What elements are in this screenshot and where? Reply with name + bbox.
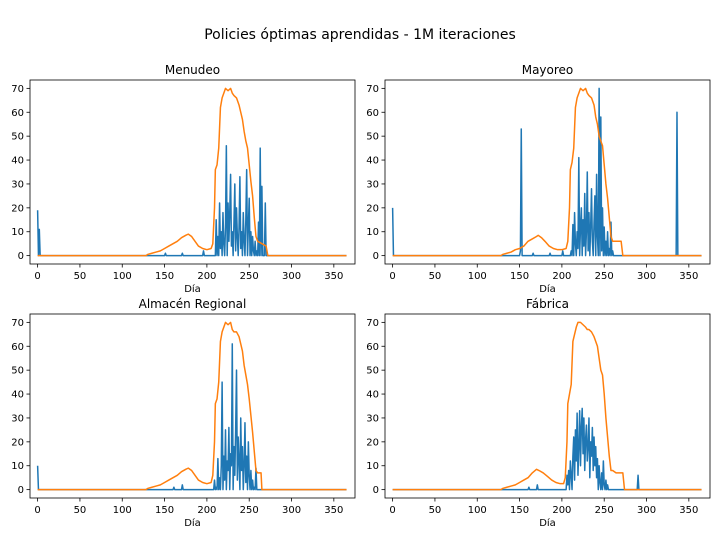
- y-tick-label: 40: [11, 156, 24, 167]
- y-tick-label: 50: [11, 132, 24, 143]
- y-tick-label: 70: [11, 318, 24, 329]
- x-axis-label: Día: [539, 517, 556, 529]
- x-tick-label: 150: [510, 271, 529, 282]
- axes-frame: [384, 313, 711, 499]
- y-tick-label: 70: [11, 84, 24, 95]
- x-tick-label: 350: [679, 271, 698, 282]
- subplot-mayoreo: Mayoreo 0 50 100 150 200 250 300 350 0 10 20 30 40 50 6…: [366, 63, 711, 295]
- y-tick-label: 0: [373, 251, 379, 262]
- y-tick-label: 70: [366, 84, 379, 95]
- x-tick-label: 200: [552, 271, 571, 282]
- x-tick-label: 200: [197, 271, 216, 282]
- y-tick-label: 20: [366, 203, 379, 214]
- series-line-blue: [391, 87, 702, 257]
- x-tick-label: 0: [389, 271, 395, 282]
- series-line-orange: [392, 321, 702, 491]
- y-tick-label: 10: [11, 461, 24, 472]
- subplot-title: Fábrica: [526, 297, 569, 311]
- x-tick-label: 50: [429, 271, 442, 282]
- series-line-blue: [36, 144, 347, 257]
- y-tick-label: 50: [11, 366, 24, 377]
- subplot-almacen-regional: Almacén Regional 0 50 100 150 200 250 300 350 0 10…: [11, 297, 356, 529]
- series-line-orange: [37, 87, 347, 257]
- x-axis-label: Día: [539, 283, 556, 295]
- y-tick-label: 40: [366, 390, 379, 401]
- subplot-menudeo: Menudeo 0 50 100 150 200 250 300 350 0 10 20 30 40 50 6…: [11, 63, 356, 295]
- y-tick-label: 30: [366, 413, 379, 424]
- figure-title: Policies óptimas aprendidas - 1M iteraci…: [204, 27, 516, 43]
- x-tick-label: 100: [468, 271, 487, 282]
- x-tick-label: 250: [240, 505, 259, 516]
- x-tick-label: 300: [282, 505, 301, 516]
- x-tick-label: 150: [510, 505, 529, 516]
- x-tick-label: 250: [240, 271, 259, 282]
- series-line-orange: [392, 87, 702, 257]
- y-tick-label: 60: [366, 108, 379, 119]
- subplot-fabrica: Fábrica 0 50 100 150 200 250 300 350 0 10 20 30 40 50 6…: [366, 297, 711, 529]
- y-tick-label: 40: [11, 390, 24, 401]
- x-tick-label: 0: [34, 505, 40, 516]
- x-tick-label: 300: [637, 505, 656, 516]
- series-line-blue: [392, 407, 702, 491]
- x-tick-label: 0: [389, 505, 395, 516]
- y-tick-label: 0: [373, 485, 379, 496]
- axes-frame: [29, 313, 356, 499]
- x-tick-label: 100: [113, 505, 132, 516]
- x-tick-label: 50: [429, 505, 442, 516]
- x-tick-label: 100: [468, 505, 487, 516]
- x-tick-label: 250: [595, 505, 614, 516]
- y-tick-label: 40: [366, 156, 379, 167]
- y-tick-label: 50: [366, 366, 379, 377]
- x-axis-label: Día: [184, 283, 201, 295]
- x-tick-label: 350: [324, 271, 343, 282]
- x-tick-label: 150: [155, 505, 174, 516]
- x-tick-label: 300: [637, 271, 656, 282]
- y-tick-label: 30: [366, 179, 379, 190]
- axes-frame: [29, 79, 356, 265]
- y-tick-label: 50: [366, 132, 379, 143]
- x-tick-label: 50: [74, 505, 87, 516]
- x-tick-label: 200: [552, 505, 571, 516]
- x-axis-label: Día: [184, 517, 201, 529]
- x-tick-label: 350: [324, 505, 343, 516]
- x-tick-label: 0: [34, 271, 40, 282]
- x-tick-label: 300: [282, 271, 301, 282]
- y-tick-label: 30: [11, 413, 24, 424]
- y-tick-label: 70: [366, 318, 379, 329]
- y-tick-label: 60: [11, 108, 24, 119]
- subplot-title: Mayoreo: [522, 63, 574, 77]
- y-tick-label: 0: [18, 485, 24, 496]
- y-tick-label: 30: [11, 179, 24, 190]
- y-tick-label: 60: [11, 342, 24, 353]
- y-tick-label: 60: [366, 342, 379, 353]
- y-tick-label: 20: [366, 437, 379, 448]
- x-tick-label: 100: [113, 271, 132, 282]
- axes-frame: [384, 79, 711, 265]
- subplot-title: Almacén Regional: [139, 297, 247, 311]
- x-tick-label: 350: [679, 505, 698, 516]
- y-tick-label: 20: [11, 437, 24, 448]
- x-tick-label: 50: [74, 271, 87, 282]
- subplot-title: Menudeo: [165, 63, 220, 77]
- y-tick-label: 10: [11, 227, 24, 238]
- y-tick-label: 10: [366, 461, 379, 472]
- series-line-blue: [36, 343, 347, 491]
- x-tick-label: 150: [155, 271, 174, 282]
- x-tick-label: 200: [197, 505, 216, 516]
- x-tick-label: 250: [595, 271, 614, 282]
- y-tick-label: 0: [18, 251, 24, 262]
- y-tick-label: 20: [11, 203, 24, 214]
- y-tick-label: 10: [366, 227, 379, 238]
- series-line-orange: [37, 321, 347, 491]
